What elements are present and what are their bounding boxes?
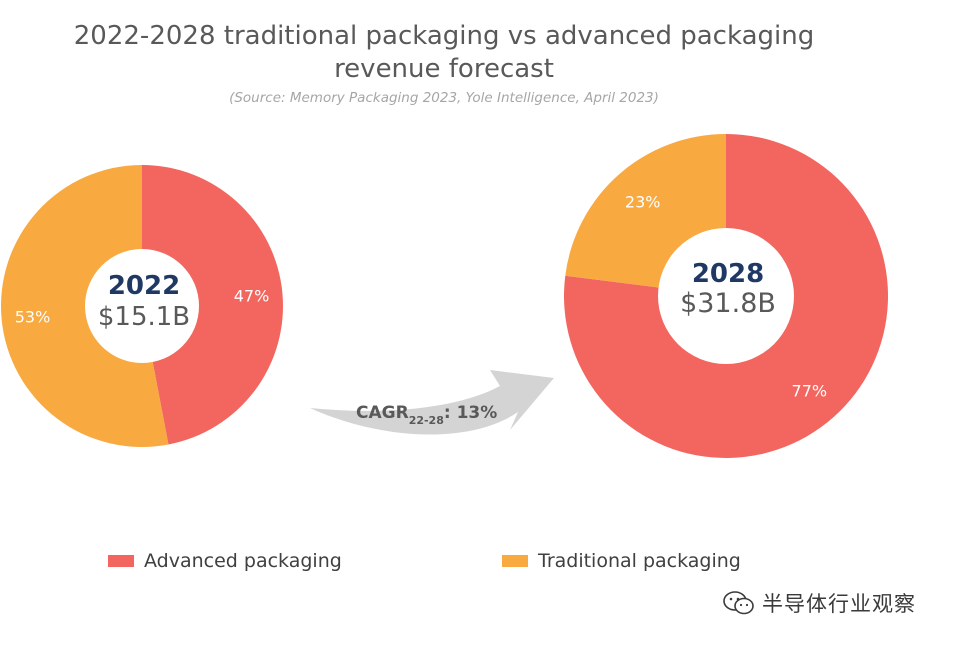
donut-hole-2022 (85, 249, 199, 363)
legend-label-advanced: Advanced packaging (144, 550, 342, 572)
pie-slice-2022-advanced (142, 165, 283, 445)
watermark: 半导体行业观察 (722, 588, 916, 618)
chart-title-line1: 2022-2028 traditional packaging vs advan… (73, 21, 815, 51)
watermark-text: 半导体行业观察 (762, 592, 916, 616)
legend-swatch-advanced (108, 555, 134, 567)
growth-arrow (310, 370, 554, 435)
data-label-2028-advanced: 77% (792, 382, 828, 401)
chart-subtitle: (Source: Memory Packaging 2023, Yole Int… (229, 90, 659, 106)
legend-swatch-traditional (502, 555, 528, 567)
data-label-2022-traditional: 53% (15, 307, 51, 326)
center-total-2028: $31.8B (680, 288, 776, 319)
donut-hole-2028 (658, 228, 794, 364)
legend-item-advanced: Advanced packaging (108, 550, 342, 572)
pie-slice-2022-traditional (0, 165, 169, 447)
cagr-label: CAGR22-28: 13% (356, 403, 497, 427)
legend-item-traditional: Traditional packaging (502, 550, 741, 572)
center-year-2028: 2028 (692, 259, 764, 289)
chart-title-line2: revenue forecast (334, 54, 554, 84)
center-total-2022: $15.1B (98, 302, 190, 332)
data-label-2028-traditional: 23% (625, 192, 661, 211)
data-label-2022-advanced: 47% (234, 287, 270, 306)
legend-label-traditional: Traditional packaging (538, 550, 741, 572)
wechat-icon (723, 591, 754, 615)
chart-title: 2022-2028 traditional packaging vs advan… (0, 20, 888, 86)
center-year-2022: 2022 (108, 271, 180, 301)
